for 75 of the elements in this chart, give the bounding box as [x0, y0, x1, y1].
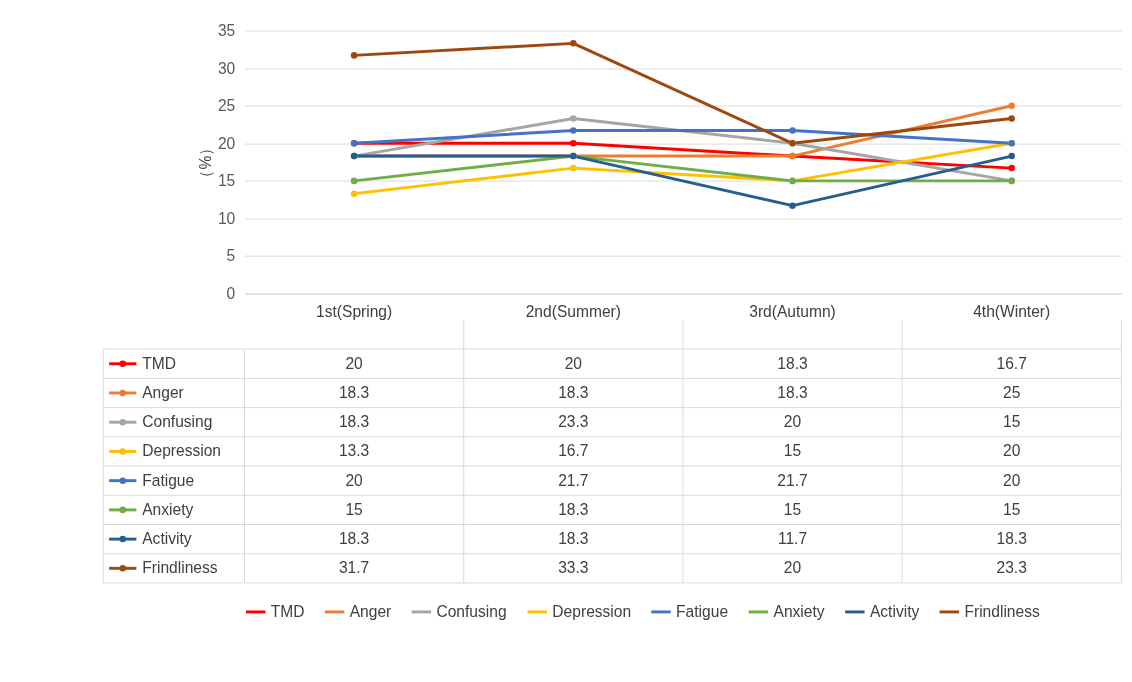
text: Activity	[869, 602, 920, 620]
data-label: 18.3	[558, 529, 589, 547]
y-tick-label: 20	[217, 134, 236, 152]
y-tick-label: 25	[217, 97, 236, 115]
text: Frindliness	[964, 602, 1040, 620]
text: Confusing	[436, 602, 507, 620]
data-label: 18.3	[996, 529, 1027, 547]
text: TMD	[270, 602, 305, 620]
point	[789, 202, 796, 209]
legend-label: Confusing	[142, 413, 213, 431]
point	[1008, 115, 1015, 122]
data-label: 33.3	[558, 559, 589, 577]
data-label: 13.3	[338, 442, 370, 460]
data-label: 15	[783, 442, 802, 460]
text: Anxiety	[773, 602, 825, 620]
data-label: 23.3	[558, 413, 589, 431]
data-label: 15	[1003, 500, 1021, 518]
legend-label: Depression	[142, 442, 222, 460]
point	[1008, 102, 1015, 109]
x-tick-label: 1st(Spring)	[316, 302, 393, 320]
data-label: 20	[345, 354, 364, 372]
data-label: 15	[1003, 413, 1021, 431]
data-label: 20	[783, 559, 802, 577]
data-label: 21.7	[558, 471, 589, 489]
data-label: 18.3	[777, 354, 808, 372]
data-label: 25	[1003, 383, 1021, 401]
data-label: 18.3	[777, 383, 808, 401]
text: Fatigue	[676, 602, 729, 620]
y-axis-title: （%）	[197, 139, 215, 186]
y-tick-label: 0	[226, 284, 236, 302]
legend-label: Anxiety	[142, 500, 194, 518]
x-tick-label: 2nd(Summer)	[525, 302, 621, 320]
y-tick-label: 5	[226, 247, 236, 265]
data-label: 18.3	[558, 383, 589, 401]
legend-label: TMD	[142, 354, 176, 372]
point	[350, 190, 358, 197]
x-tick-label: 3rd(Autumn)	[749, 302, 836, 320]
y-tick-label: 30	[217, 59, 236, 77]
data-label: 20	[345, 471, 364, 489]
point	[350, 177, 358, 185]
data-label: 20	[783, 413, 802, 431]
legend-label: Frindliness	[142, 559, 218, 577]
data-label: 23.3	[996, 559, 1027, 577]
y-tick-label: 35	[217, 21, 236, 39]
data-label: 15	[345, 500, 364, 518]
x-tick-label: 4th(Winter)	[973, 302, 1051, 320]
data-label: 11.7	[777, 529, 808, 547]
point	[570, 164, 577, 172]
text: Depression	[552, 602, 632, 620]
point	[570, 127, 577, 134]
data-label: 20	[1003, 471, 1021, 489]
legend-label: Fatigue	[142, 471, 195, 489]
text: Anger	[349, 602, 392, 620]
point	[1008, 164, 1015, 172]
data-label: 18.3	[558, 500, 589, 518]
point	[570, 140, 577, 147]
legend-label: Anger	[142, 383, 184, 401]
point	[570, 40, 577, 47]
point	[570, 115, 577, 122]
data-label: 20	[564, 354, 583, 372]
y-tick-label: 15	[217, 172, 236, 190]
data-label: 16.7	[558, 442, 589, 460]
point	[789, 127, 796, 134]
data-label: 18.3	[338, 529, 370, 547]
legend-label: Activity	[142, 529, 192, 547]
data-label: 16.7	[996, 354, 1027, 372]
point	[350, 52, 358, 59]
y-tick-label: 10	[217, 209, 236, 227]
data-label: 31.7	[338, 559, 370, 577]
data-label: 15	[783, 500, 802, 518]
data-label: 20	[1003, 442, 1021, 460]
data-label: 18.3	[338, 413, 370, 431]
data-label: 18.3	[338, 383, 370, 401]
point	[1008, 152, 1015, 160]
data-label: 21.7	[777, 471, 808, 489]
